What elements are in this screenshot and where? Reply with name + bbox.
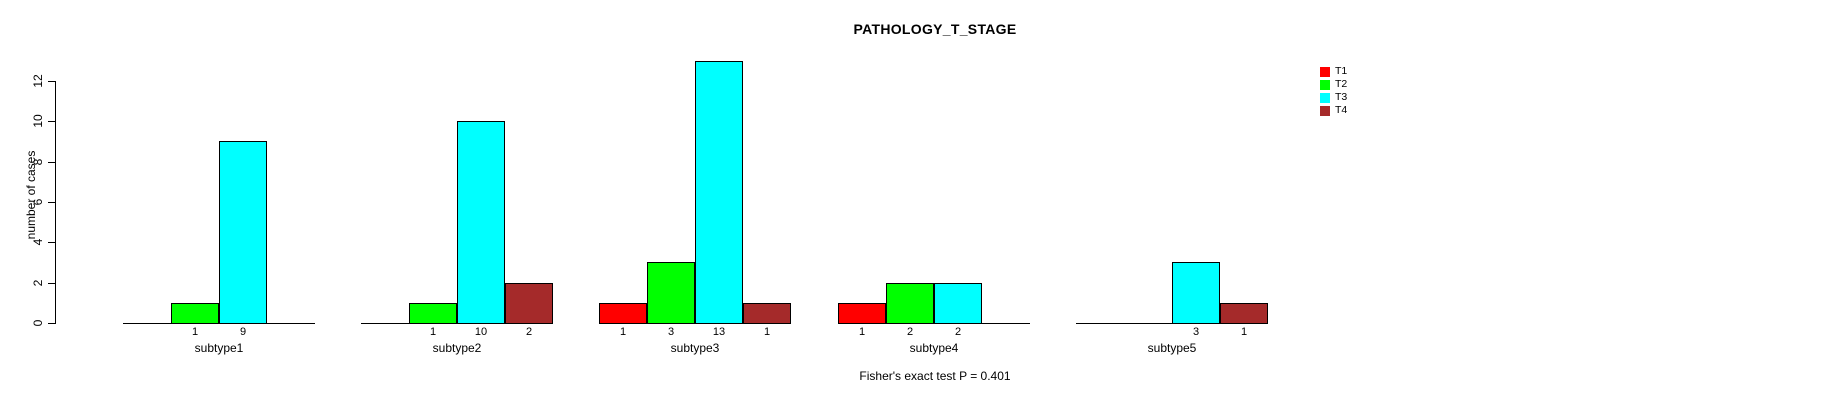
bar-value-label: 1 xyxy=(763,326,771,338)
y-axis-tick xyxy=(48,242,55,243)
legend-color-swatch-t4 xyxy=(1320,105,1330,116)
y-tick-label: 12 xyxy=(31,74,45,88)
bar-value-label: 1 xyxy=(858,326,866,338)
category-label-subtype3: subtype3 xyxy=(670,341,720,355)
bar-value-label: 2 xyxy=(525,326,533,338)
y-tick-label: 0 xyxy=(31,319,45,327)
y-axis-tick xyxy=(48,121,55,122)
legend-item-t1: T1 xyxy=(1320,65,1347,78)
legend-label: T3 xyxy=(1335,91,1348,103)
legend-label: T4 xyxy=(1335,104,1348,116)
bar-t3-subtype4 xyxy=(934,283,982,324)
bar-t3-subtype5 xyxy=(1172,262,1220,324)
y-axis-tick xyxy=(48,81,55,82)
legend-color-swatch-t1 xyxy=(1320,66,1330,77)
y-tick-label: 2 xyxy=(31,279,45,287)
y-axis-tick xyxy=(48,202,55,203)
category-label-subtype2: subtype2 xyxy=(432,341,482,355)
bar-value-label: 10 xyxy=(474,326,488,338)
y-tick-label: 10 xyxy=(31,114,45,128)
bar-value-label: 9 xyxy=(239,326,247,338)
fisher-test-label: Fisher's exact test P = 0.401 xyxy=(859,369,1011,383)
y-tick-label: 4 xyxy=(31,238,45,246)
legend-item-t3: T3 xyxy=(1320,91,1347,104)
bar-value-label: 1 xyxy=(1240,326,1248,338)
bar-value-label: 1 xyxy=(619,326,627,338)
bar-value-label: 2 xyxy=(954,326,962,338)
bar-value-label: 3 xyxy=(1192,326,1200,338)
chart-title: PATHOLOGY_T_STAGE xyxy=(853,21,1017,37)
bar-value-label: 1 xyxy=(191,326,199,338)
bar-t4-subtype5 xyxy=(1220,303,1268,324)
y-tick-label: 8 xyxy=(31,158,45,166)
category-label-subtype1: subtype1 xyxy=(194,341,244,355)
bar-t2-subtype1 xyxy=(171,303,219,324)
bar-value-label: 2 xyxy=(906,326,914,338)
legend-color-swatch-t2 xyxy=(1320,79,1330,90)
bar-t4-subtype3 xyxy=(743,303,791,324)
legend-label: T2 xyxy=(1335,78,1348,90)
bar-t2-subtype4 xyxy=(886,283,934,324)
bar-t4-subtype2 xyxy=(505,283,553,324)
y-axis-tick xyxy=(48,283,55,284)
bar-value-label: 13 xyxy=(712,326,726,338)
y-axis-line xyxy=(55,81,56,324)
bar-value-label: 3 xyxy=(667,326,675,338)
y-axis-tick xyxy=(48,323,55,324)
y-axis-tick xyxy=(48,162,55,163)
bar-value-label: 1 xyxy=(429,326,437,338)
legend-label: T1 xyxy=(1335,65,1348,77)
bar-t2-subtype3 xyxy=(647,262,695,324)
bar-t3-subtype1 xyxy=(219,141,267,324)
legend: T1 T2 T3 T4 xyxy=(1320,65,1347,117)
legend-color-swatch-t3 xyxy=(1320,92,1330,103)
legend-item-t4: T4 xyxy=(1320,104,1347,117)
bar-t3-subtype2 xyxy=(457,121,505,324)
category-label-subtype4: subtype4 xyxy=(909,341,959,355)
legend-item-t2: T2 xyxy=(1320,78,1347,91)
bar-t3-subtype3 xyxy=(695,61,743,324)
y-tick-label: 6 xyxy=(31,198,45,206)
bar-t2-subtype2 xyxy=(409,303,457,324)
bar-t1-subtype3 xyxy=(599,303,647,324)
category-label-subtype5: subtype5 xyxy=(1147,341,1197,355)
bar-t1-subtype4 xyxy=(838,303,886,324)
